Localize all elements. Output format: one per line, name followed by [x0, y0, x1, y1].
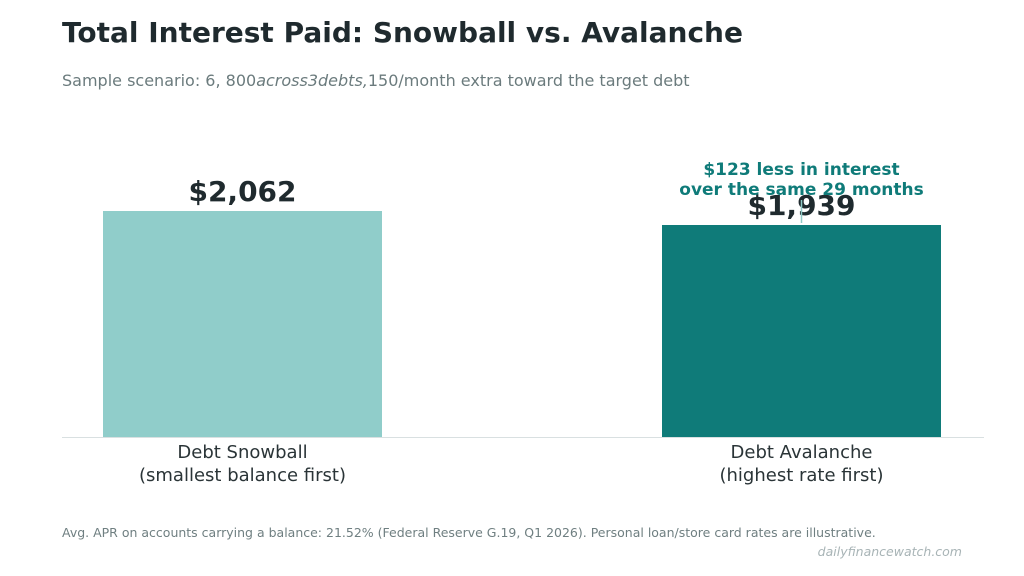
footnote: Avg. APR on accounts carrying a balance:… [62, 525, 876, 540]
x-tick-label-1-line-2: (smallest balance first) [139, 465, 346, 486]
subtitle-text-post: 150/month extra toward the target debt [367, 71, 690, 90]
chart-title: Total Interest Paid: Snowball vs. Avalan… [62, 16, 743, 49]
bar-2 [662, 225, 941, 437]
bar-value-label-1: $2,062 [188, 175, 296, 208]
x-tick-label-1-line-1: Debt Snowball [177, 442, 307, 463]
subtitle-text-italic: across3debts, [256, 71, 368, 90]
bar-1 [103, 211, 382, 437]
annotation-line-1: $123 less in interest [703, 160, 899, 180]
subtitle-text-pre: Sample scenario: 6, 800 [62, 71, 257, 90]
source-credit: dailyfinancewatch.com [817, 544, 962, 559]
annotation-line-2: over the same 29 months [679, 180, 923, 200]
x-tick-label-2-line-2: (highest rate first) [720, 465, 884, 486]
x-tick-label-2-line-1: Debt Avalanche [731, 442, 873, 463]
chart-subtitle: Sample scenario: 6, 800across3debts,150/… [62, 71, 690, 90]
